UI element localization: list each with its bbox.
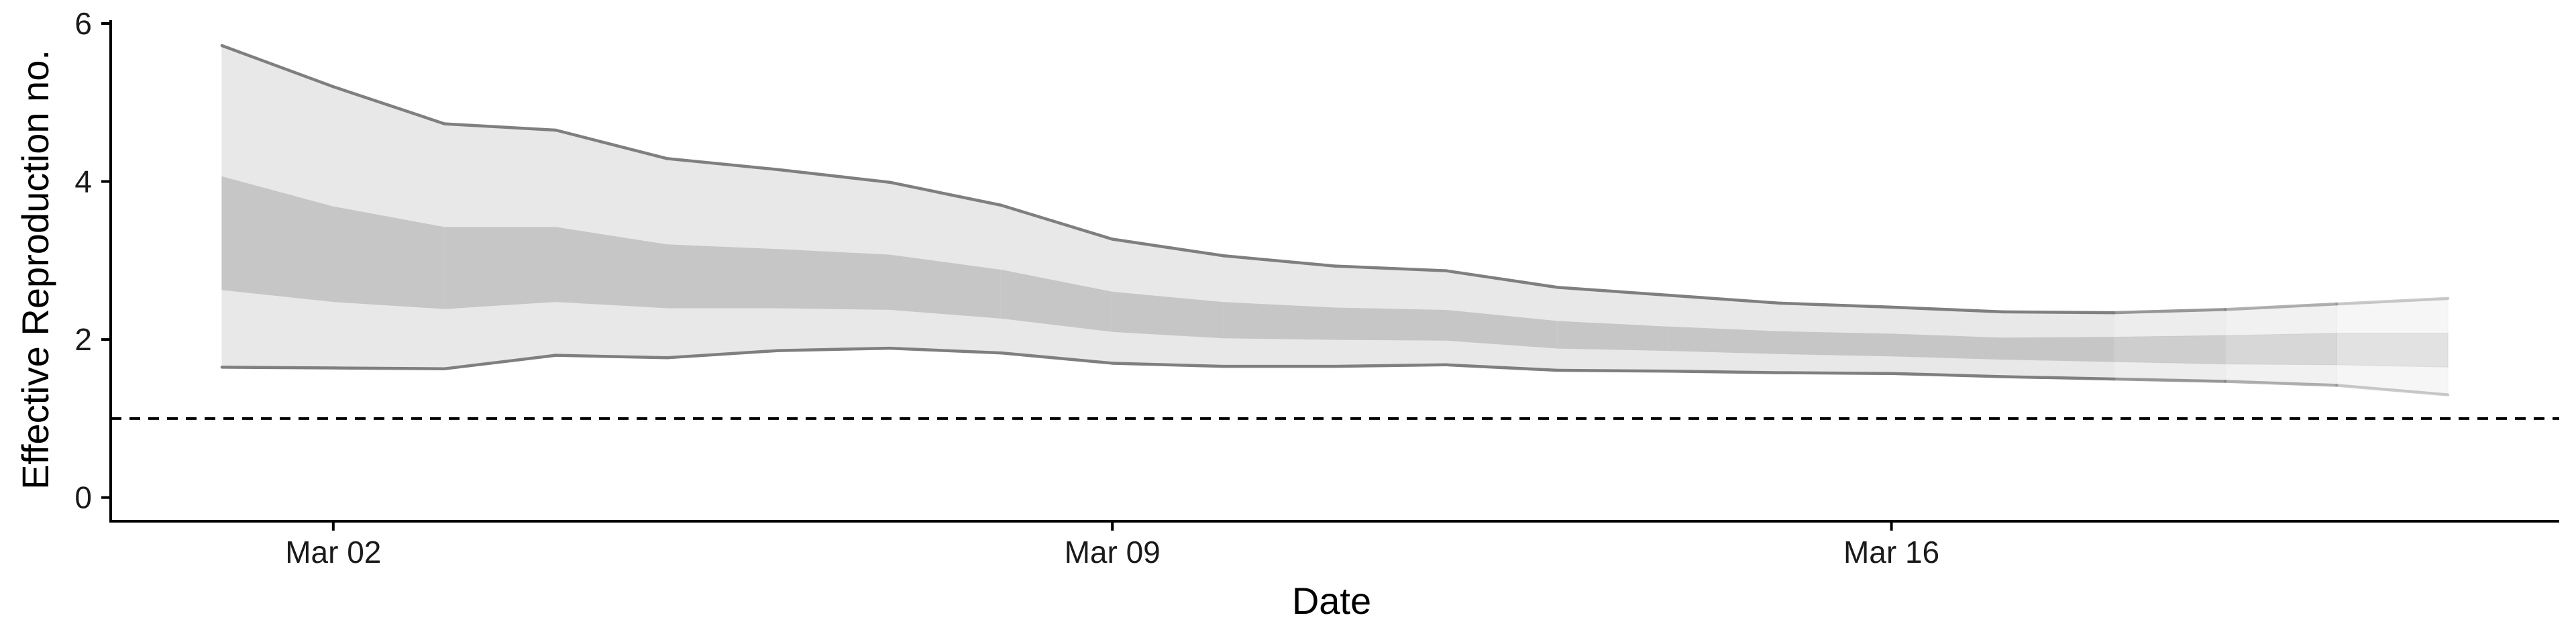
x-tick-label: Mar 02: [285, 535, 381, 570]
y-tick-label: 4: [74, 164, 92, 199]
y-axis-title: Effective Reproduction no.: [14, 50, 56, 490]
outer-band-lower-line-segment: [1556, 368, 1670, 373]
outer-band-upper-line-segment: [1890, 305, 2004, 314]
inner-band-segment: [444, 227, 557, 309]
outer-band-upper-line-segment: [443, 122, 557, 132]
outer-band-lower-line-segment: [1000, 351, 1114, 365]
outer-band-upper-line-segment: [554, 128, 669, 160]
outer-band-upper-line-segment: [777, 168, 892, 184]
outer-band-lower-line-segment: [220, 366, 335, 370]
inner-band-segment: [1891, 333, 2003, 360]
inner-band-segment: [1334, 307, 1447, 341]
outer-band-lower-line-segment: [2001, 375, 2116, 381]
inner-band-segment: [2002, 337, 2114, 362]
inner-band-segment: [667, 244, 779, 309]
outer-band-lower-line-segment: [1444, 363, 1560, 372]
outer-band-upper-line-segment: [1110, 237, 1226, 258]
outer-band-upper-line-segment: [1222, 254, 1337, 268]
inner-band-segment: [778, 249, 890, 310]
outer-band-lower-line-segment: [2334, 384, 2450, 396]
outer-band-lower-line-segment: [443, 354, 557, 370]
inner-band-segment: [2336, 333, 2449, 368]
outer-band-upper-line-segment: [1000, 203, 1114, 241]
outer-band-upper-line-segment: [1444, 269, 1560, 289]
outer-band-lower-line-segment: [665, 349, 780, 360]
outer-band-lower-line-segment: [2112, 377, 2227, 383]
outer-band-lower-line-segment: [1333, 363, 1448, 368]
x-tick-label: Mar 09: [1065, 535, 1161, 570]
outer-band-lower-line-segment: [331, 366, 446, 370]
y-axis: 0 2 4 6: [74, 6, 112, 523]
outer-band-lower-line-segment: [1890, 372, 2004, 378]
outer-band-lower-line-segment: [554, 354, 669, 360]
y-tick-label: 6: [74, 6, 92, 41]
inner-band-segment: [2224, 333, 2337, 366]
outer-band-upper-line-segment: [1556, 286, 1670, 297]
outer-band-upper-line-segment: [1778, 301, 1893, 309]
inner-band-segment: [1780, 331, 1892, 357]
outer-band-upper-line-segment: [2112, 308, 2227, 315]
plot-area: [111, 44, 2559, 420]
outer-band-upper-line-segment: [331, 85, 446, 125]
outer-band-upper-line-segment: [1333, 264, 1448, 272]
y-tick-label: 2: [74, 322, 92, 357]
inner-band-segment: [2113, 335, 2226, 365]
outer-band-upper-line-segment: [665, 157, 780, 172]
x-axis-title: Date: [1292, 580, 1371, 622]
outer-band-upper-line-segment: [2224, 302, 2339, 311]
outer-band-segment: [2336, 298, 2449, 396]
x-tick-label: Mar 16: [1843, 535, 1939, 570]
inner-band-segment: [1668, 326, 1781, 354]
outer-band-lower-line-segment: [1110, 362, 1226, 368]
outer-band-upper-line-segment: [888, 180, 1003, 207]
y-tick-label: 0: [74, 480, 92, 515]
outer-band-upper-line-segment: [1667, 293, 1782, 305]
outer-band-lower-line-segment: [2224, 380, 2339, 387]
outer-band-upper-line-segment: [2001, 310, 2116, 315]
outer-band-upper-line-segment: [220, 44, 335, 89]
outer-band-lower-line-segment: [1778, 371, 1893, 376]
outer-band-lower-line-segment: [777, 346, 892, 352]
inner-band-segment: [1223, 302, 1336, 340]
outer-band-lower-line-segment: [888, 346, 1003, 355]
outer-band-lower-line-segment: [1667, 369, 1782, 374]
x-axis: Mar 02 Mar 09 Mar 16: [111, 520, 2559, 570]
outer-band-upper-line-segment: [2334, 297, 2450, 306]
